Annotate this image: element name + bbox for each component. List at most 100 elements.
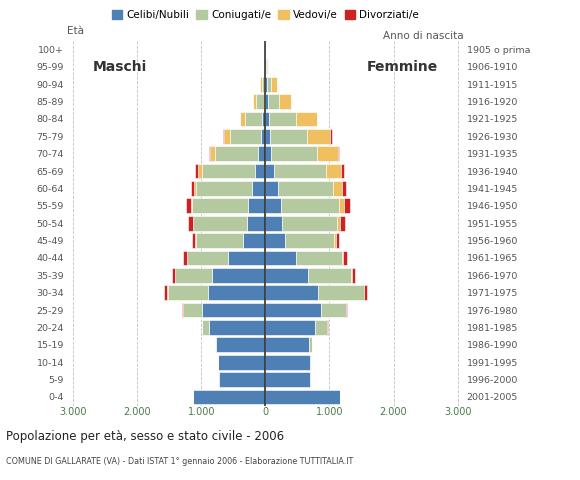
Bar	[266, 60, 267, 74]
Bar	[309, 337, 312, 352]
Bar	[334, 233, 336, 248]
Bar	[267, 60, 269, 74]
Bar	[252, 181, 266, 196]
Bar	[215, 146, 258, 161]
Bar	[219, 372, 266, 387]
Bar	[258, 146, 266, 161]
Bar	[208, 285, 266, 300]
Bar	[266, 146, 271, 161]
Bar	[260, 77, 262, 92]
Bar	[198, 164, 202, 179]
Bar	[253, 94, 256, 109]
Bar	[216, 337, 266, 352]
Bar	[202, 320, 209, 335]
Bar	[175, 268, 212, 283]
Bar	[195, 164, 198, 179]
Bar	[196, 233, 242, 248]
Bar	[196, 181, 252, 196]
Bar	[182, 303, 183, 317]
Bar	[172, 268, 175, 283]
Bar	[262, 77, 264, 92]
Bar	[202, 164, 255, 179]
Bar	[333, 181, 342, 196]
Bar	[255, 164, 266, 179]
Bar	[266, 285, 318, 300]
Bar	[266, 320, 315, 335]
Bar	[326, 164, 340, 179]
Bar	[192, 198, 248, 213]
Bar	[266, 251, 296, 265]
Bar	[183, 303, 202, 317]
Bar	[271, 77, 277, 92]
Bar	[346, 303, 347, 317]
Bar	[285, 233, 334, 248]
Text: Popolazione per età, sesso e stato civile - 2006: Popolazione per età, sesso e stato civil…	[6, 430, 284, 443]
Bar	[266, 94, 267, 109]
Bar	[266, 164, 274, 179]
Bar	[218, 355, 266, 370]
Bar	[266, 198, 281, 213]
Bar	[343, 251, 346, 265]
Bar	[209, 320, 266, 335]
Bar	[248, 198, 266, 213]
Bar	[279, 94, 291, 109]
Bar	[212, 268, 266, 283]
Text: Età: Età	[67, 25, 84, 36]
Bar	[183, 251, 187, 265]
Bar	[245, 111, 263, 126]
Bar	[223, 129, 230, 144]
Bar	[266, 216, 282, 230]
Bar	[342, 181, 346, 196]
Bar	[261, 129, 266, 144]
Bar	[266, 129, 270, 144]
Bar	[165, 285, 168, 300]
Bar	[274, 164, 326, 179]
Bar	[246, 216, 266, 230]
Bar	[202, 303, 266, 317]
Bar	[339, 198, 344, 213]
Text: Maschi: Maschi	[92, 60, 147, 74]
Bar	[364, 285, 367, 300]
Bar	[351, 268, 355, 283]
Bar	[266, 181, 278, 196]
Bar	[266, 233, 285, 248]
Bar	[315, 320, 327, 335]
Text: COMUNE DI GALLARATE (VA) - Dati ISTAT 1° gennaio 2006 - Elaborazione TUTTITALIA.: COMUNE DI GALLARATE (VA) - Dati ISTAT 1°…	[6, 457, 353, 466]
Bar	[336, 233, 339, 248]
Bar	[194, 181, 196, 196]
Bar	[209, 146, 210, 161]
Bar	[266, 355, 310, 370]
Bar	[168, 285, 208, 300]
Bar	[266, 372, 310, 387]
Bar	[264, 60, 265, 74]
Bar	[278, 181, 333, 196]
Bar	[266, 268, 309, 283]
Bar	[318, 285, 364, 300]
Bar	[263, 111, 266, 126]
Bar	[267, 94, 279, 109]
Bar	[340, 164, 343, 179]
Bar	[266, 337, 309, 352]
Bar	[266, 77, 271, 92]
Text: Femmine: Femmine	[367, 60, 438, 74]
Bar	[281, 198, 339, 213]
Bar	[269, 111, 296, 126]
Bar	[296, 251, 342, 265]
Bar	[227, 251, 266, 265]
Bar	[321, 303, 346, 317]
Bar	[270, 129, 307, 144]
Bar	[210, 146, 215, 161]
Bar	[342, 251, 343, 265]
Bar	[338, 216, 340, 230]
Legend: Celibi/Nubili, Coniugati/e, Vedovi/e, Divorziati/e: Celibi/Nubili, Coniugati/e, Vedovi/e, Di…	[107, 6, 423, 24]
Bar	[193, 390, 266, 404]
Bar	[266, 111, 269, 126]
Bar	[186, 198, 191, 213]
Text: Anno di nascita: Anno di nascita	[383, 31, 464, 41]
Bar	[309, 268, 351, 283]
Bar	[192, 233, 195, 248]
Bar	[230, 129, 261, 144]
Bar	[344, 198, 350, 213]
Bar	[331, 129, 332, 144]
Bar	[340, 216, 345, 230]
